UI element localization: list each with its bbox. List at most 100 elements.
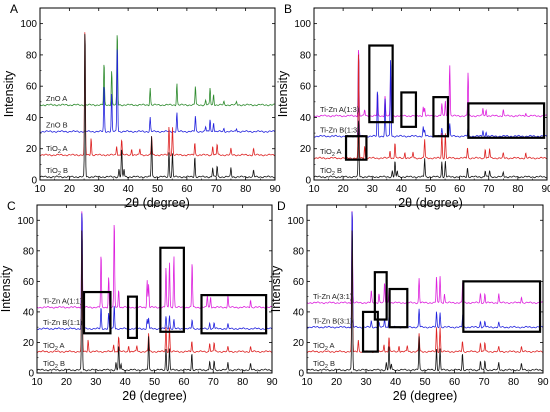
- legend-text: Ti-Zn A(3:1): [313, 292, 353, 301]
- x-tick-label: 40: [123, 184, 135, 195]
- legend-subscript: 2: [325, 364, 328, 370]
- plot-frame: [306, 204, 544, 374]
- y-tick-label: 0: [31, 176, 37, 187]
- y-tick-label: 80: [26, 50, 38, 61]
- x-tick-label: 40: [120, 377, 132, 388]
- legend-subscript: 2: [58, 149, 61, 155]
- x-tick-label: 60: [449, 377, 461, 388]
- y-axis-label: Intensity: [0, 265, 13, 312]
- legend-label: Ti-Zn B(1:3): [320, 125, 360, 134]
- series-line-tio2-a: [40, 32, 275, 157]
- series-line-ti-zn-b-1-1-: [37, 213, 272, 331]
- x-axis-label: 2θ (degree): [125, 196, 190, 210]
- y-tick-label: 100: [294, 19, 311, 30]
- x-tick-label: 50: [419, 377, 431, 388]
- legend-text: TiO: [46, 166, 58, 175]
- legend-subscript: 2: [58, 171, 61, 177]
- plot-frame: [36, 204, 273, 374]
- legend-subscript: 2: [332, 152, 335, 158]
- y-tick-label: 60: [293, 277, 305, 288]
- highlight-box: [200, 294, 268, 335]
- legend-text: ZnO A: [46, 94, 67, 103]
- legend-text: TiO: [46, 144, 58, 153]
- series-line-zno-a: [40, 35, 275, 107]
- y-tick-label: 60: [300, 82, 312, 93]
- series-line-ti-zn-a-1-3-: [314, 49, 547, 118]
- legend-text: ZnO B: [46, 121, 68, 130]
- x-tick-label: 80: [237, 377, 249, 388]
- legend-label: TiO2 A: [313, 341, 335, 352]
- x-tick-label: 80: [240, 184, 252, 195]
- y-tick-label: 20: [26, 144, 38, 155]
- plot-frame: [39, 7, 276, 181]
- series-line-zno-b: [40, 49, 275, 133]
- y-tick-label: 0: [28, 369, 34, 380]
- x-tick-label: 30: [90, 377, 102, 388]
- y-tick-label: 0: [305, 176, 311, 187]
- series-line-ti-zn-a-1-1-: [37, 211, 272, 309]
- plot-frame: [313, 7, 548, 181]
- y-tick-label: 100: [17, 216, 34, 227]
- y-tick-label: 20: [300, 144, 312, 155]
- highlight-box: [467, 102, 546, 139]
- highlight-box: [432, 96, 450, 138]
- legend-label: Ti-Zn A(3:1): [313, 292, 353, 301]
- y-tick-label: 100: [287, 216, 304, 227]
- y-tick-label: 20: [293, 338, 305, 349]
- legend-label: TiO2 A: [46, 144, 68, 155]
- x-tick-label: 60: [178, 377, 190, 388]
- x-tick-label: 10: [308, 184, 320, 195]
- legend-text: TiO: [320, 147, 332, 156]
- x-tick-label: 50: [425, 184, 437, 195]
- highlight-box: [373, 271, 388, 321]
- x-tick-label: 90: [266, 377, 278, 388]
- legend-subscript: 2: [55, 364, 58, 370]
- y-tick-label: 60: [23, 277, 35, 288]
- y-tick-label: 60: [26, 82, 38, 93]
- legend-suffix: B: [58, 359, 65, 368]
- legend-label: TiO2 B: [320, 166, 342, 177]
- y-tick-label: 0: [298, 369, 304, 380]
- series-line-ti-zn-b-3-1-: [307, 211, 543, 329]
- highlight-box: [368, 44, 394, 124]
- series-line-tio2-b: [40, 34, 275, 179]
- legend-label: Ti-Zn B(1:1): [43, 318, 83, 327]
- panel-b: 10 20 30 40 50 60 70 80 90 0 20 40 60 80 100 2θ (degree…: [276, 2, 550, 210]
- legend-text: TiO: [313, 341, 325, 350]
- legend-suffix: A: [58, 341, 65, 350]
- x-tick-label: 70: [483, 184, 495, 195]
- legend-label: Ti-Zn A(1:3): [320, 105, 360, 114]
- y-tick-label: 40: [23, 307, 35, 318]
- x-tick-label: 90: [269, 184, 281, 195]
- panel-label: B: [284, 2, 292, 16]
- x-tick-label: 20: [61, 377, 73, 388]
- legend-text: Ti-Zn B(1:3): [320, 125, 360, 134]
- x-tick-label: 70: [211, 184, 223, 195]
- legend-text: TiO: [43, 341, 55, 350]
- highlight-box: [159, 246, 185, 333]
- x-tick-label: 10: [34, 184, 46, 195]
- x-tick-label: 80: [512, 184, 524, 195]
- legend-label: TiO2 B: [46, 166, 68, 177]
- legend-text: TiO: [43, 359, 55, 368]
- legend-suffix: A: [328, 341, 335, 350]
- highlight-box: [462, 280, 542, 333]
- x-tick-label: 20: [64, 184, 76, 195]
- x-tick-label: 60: [454, 184, 466, 195]
- legend-subscript: 2: [332, 171, 335, 177]
- x-tick-label: 30: [93, 184, 105, 195]
- x-tick-label: 70: [478, 377, 490, 388]
- legend-text: Ti-Zn A(1:1): [43, 297, 83, 306]
- panel-label: D: [277, 199, 286, 213]
- legend-suffix: A: [61, 144, 68, 153]
- y-tick-label: 40: [293, 307, 305, 318]
- y-tick-label: 80: [293, 246, 305, 257]
- y-tick-label: 80: [300, 50, 312, 61]
- legend-suffix: B: [328, 359, 335, 368]
- legend-label: ZnO A: [46, 94, 67, 103]
- series-line-tio2-a: [307, 247, 543, 353]
- x-tick-label: 50: [152, 184, 164, 195]
- x-tick-label: 20: [338, 184, 350, 195]
